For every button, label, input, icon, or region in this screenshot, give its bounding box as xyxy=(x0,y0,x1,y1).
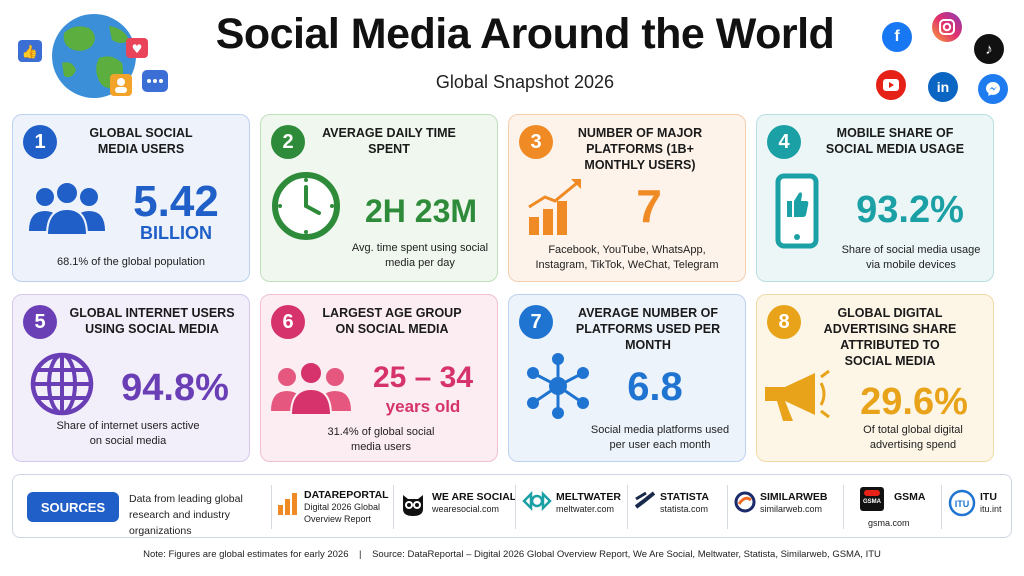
card-number: 1 xyxy=(23,125,57,159)
tiktok-icon: ♪ xyxy=(974,34,1004,64)
card-number: 8 xyxy=(767,305,801,339)
similarweb-logo-icon xyxy=(734,491,756,518)
source-datareportal: DATAREPORTAL Digital 2026 Global Overvie… xyxy=(271,485,391,529)
card-description: 68.1% of the global population xyxy=(56,256,205,268)
gsma-logo-icon: GSMA xyxy=(860,487,884,511)
source-meltwater: MELTWATER meltwater.com xyxy=(515,485,623,529)
card-value: 29.6% xyxy=(860,381,968,423)
card-title: AVERAGE NUMBER OF PLATFORMS USED PER MON… xyxy=(575,306,721,352)
card-title: GLOBAL DIGITAL ADVERTISING SHARE ATTRIBU… xyxy=(823,306,957,368)
card-title: AVERAGE DAILY TIME SPENT xyxy=(322,126,456,156)
globe-grid-icon xyxy=(29,351,95,422)
source-gsma: GSMA GSMA gsma.com xyxy=(843,485,939,529)
users-icon xyxy=(27,181,107,242)
card-major-platforms: 3 NUMBER OF MAJOR PLATFORMS (1B+ MONTHLY… xyxy=(508,114,746,282)
card-title: NUMBER OF MAJOR PLATFORMS (1B+ MONTHLY U… xyxy=(577,126,703,172)
source-we-are-social: WE ARE SOCIAL wearesocial.com xyxy=(393,485,516,529)
footnote: Note: Figures are global estimates for e… xyxy=(143,549,881,560)
card-global-social-media-users: 1 GLOBAL SOCIAL MEDIA USERS 5.42 BILLION… xyxy=(12,114,250,282)
card-number: 2 xyxy=(271,125,305,159)
card-description: Of total global digital advertising spen… xyxy=(863,424,963,451)
card-value: 2H 23M xyxy=(364,193,478,229)
card-number: 7 xyxy=(519,305,553,339)
page-subtitle: Global Snapshot 2026 xyxy=(435,72,615,92)
header: 👍 ♥ Social Media Around the World Global… xyxy=(0,0,1024,108)
source-name: WE ARE SOCIAL xyxy=(432,491,517,503)
source-itu: ITU ITU itu.int xyxy=(941,485,1007,529)
card-internet-users-social: 5 GLOBAL INTERNET USERS USING SOCIAL MED… xyxy=(12,294,250,462)
card-description: Share of internet users active on social… xyxy=(56,420,200,447)
itu-logo-icon: ITU xyxy=(948,489,976,522)
social-icons: f ♪ in xyxy=(870,8,1020,108)
gsma-logo-text: GSMA xyxy=(863,499,881,505)
card-title: GLOBAL INTERNET USERS USING SOCIAL MEDIA xyxy=(69,306,235,336)
instagram-icon xyxy=(932,12,962,42)
card-description: Facebook, YouTube, WhatsApp, Instagram, … xyxy=(535,244,719,271)
growth-chart-icon xyxy=(525,177,585,242)
source-name: SIMILARWEB xyxy=(760,491,828,503)
source-sub: similarweb.com xyxy=(760,504,823,514)
card-description: Share of social media usage via mobile d… xyxy=(841,244,981,271)
card-average-daily-time: 2 AVERAGE DAILY TIME SPENT 2H 23M Avg. t… xyxy=(260,114,498,282)
page-title: Social Media Around the World xyxy=(215,10,835,58)
card-title: LARGEST AGE GROUP ON SOCIAL MEDIA xyxy=(322,306,462,336)
source-name: GSMA xyxy=(894,491,926,503)
card-description: Social media platforms used per user eac… xyxy=(590,424,730,451)
card-largest-age-group: 6 LARGEST AGE GROUP ON SOCIAL MEDIA 25 –… xyxy=(260,294,498,462)
card-number: 5 xyxy=(23,305,57,339)
meltwater-logo-icon xyxy=(522,490,552,516)
card-digital-advertising-share: 8 GLOBAL DIGITAL ADVERTISING SHARE ATTRI… xyxy=(756,294,994,462)
clock-icon xyxy=(271,171,341,246)
source-name: ITU xyxy=(980,491,997,503)
sources-panel: SOURCES Data from leading global researc… xyxy=(12,474,1012,538)
source-sub: Digital 2026 Global Overview Report xyxy=(304,502,381,524)
statista-logo-icon xyxy=(634,491,656,516)
source-name: STATISTA xyxy=(660,491,709,503)
card-value: 94.8% xyxy=(121,367,229,409)
datareportal-logo-icon xyxy=(278,491,298,520)
source-name: MELTWATER xyxy=(556,491,621,503)
card-title: GLOBAL SOCIAL MEDIA USERS xyxy=(89,126,193,156)
source-sub: meltwater.com xyxy=(556,504,615,514)
svg-text:♥: ♥ xyxy=(132,42,143,56)
card-number: 4 xyxy=(767,125,801,159)
facebook-icon: f xyxy=(882,22,912,52)
megaphone-icon xyxy=(763,369,833,430)
mobile-like-icon xyxy=(775,173,819,254)
card-number: 3 xyxy=(519,125,553,159)
card-value-unit: years old xyxy=(385,397,461,416)
card-number: 6 xyxy=(271,305,305,339)
card-value: 6.8 xyxy=(627,365,683,409)
card-platforms-per-month: 7 AVERAGE NUMBER OF PLATFORMS USED PER M… xyxy=(508,294,746,462)
card-value-unit: BILLION xyxy=(140,223,212,243)
card-mobile-share: 4 MOBILE SHARE OF SOCIAL MEDIA USAGE 93.… xyxy=(756,114,994,282)
source-sub: statista.com xyxy=(660,504,709,514)
sources-description: Data from leading global research and in… xyxy=(129,493,243,537)
card-value: 5.42 xyxy=(133,177,219,226)
owl-logo-icon xyxy=(400,491,426,522)
sources-label: SOURCES xyxy=(27,492,119,522)
group-icon xyxy=(269,361,353,422)
svg-text:👍: 👍 xyxy=(22,44,38,60)
linkedin-icon: in xyxy=(928,72,958,102)
source-sub: wearesocial.com xyxy=(432,504,500,514)
source-similarweb: SIMILARWEB similarweb.com xyxy=(727,485,839,529)
source-name: DATAREPORTAL xyxy=(304,489,389,501)
card-value: 7 xyxy=(636,180,662,232)
source-sub: gsma.com xyxy=(868,518,910,528)
card-value: 25 – 34 xyxy=(372,361,474,394)
card-description: Avg. time spent using social media per d… xyxy=(351,242,489,269)
card-value: 93.2% xyxy=(856,189,964,231)
source-statista: STATISTA statista.com xyxy=(627,485,725,529)
itu-logo-text: ITU xyxy=(955,499,970,509)
youtube-icon xyxy=(876,70,906,100)
source-sub: itu.int xyxy=(980,504,1002,514)
globe-illustration: 👍 ♥ xyxy=(14,8,174,104)
card-description: 31.4% of global social media users xyxy=(327,426,435,453)
card-title: MOBILE SHARE OF SOCIAL MEDIA USAGE xyxy=(825,126,965,156)
network-icon xyxy=(523,351,593,426)
messenger-icon xyxy=(978,74,1008,104)
